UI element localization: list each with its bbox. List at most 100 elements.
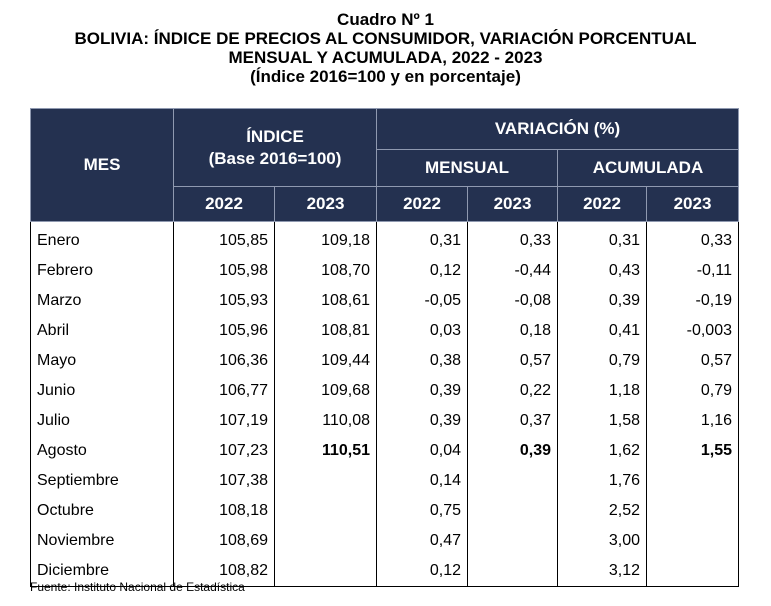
cell-acumulada-2023: 1,55	[646, 436, 739, 466]
cell-acumulada-2022: 3,00	[557, 526, 647, 556]
cell-mes: Enero	[30, 221, 174, 256]
cell-mensual-2022: 0,39	[376, 406, 468, 436]
table-body: Enero 105,85 109,18 0,31 0,33 0,31 0,33 Febrero…	[30, 221, 739, 587]
cell-indice-2023: 110,08	[274, 406, 377, 436]
table-row: Septiembre 107,38 0,14 1,76	[30, 466, 739, 496]
cell-acumulada-2022: 1,18	[557, 376, 647, 406]
cell-acumulada-2022: 0,43	[557, 256, 647, 286]
cpi-table: MES ÍNDICE (Base 2016=100) VARIACIÓN (%)…	[30, 108, 739, 587]
cell-acumulada-2022: 2,52	[557, 496, 647, 526]
header-year-mensual-2022: 2022	[376, 186, 468, 222]
cell-acumulada-2023	[646, 556, 739, 587]
table-row: Agosto 107,23 110,51 0,04 0,39 1,62 1,55	[30, 436, 739, 466]
cell-mensual-2023: -0,44	[467, 256, 558, 286]
header-acumulada: ACUMULADA	[557, 149, 739, 187]
table-header: MES ÍNDICE (Base 2016=100) VARIACIÓN (%)…	[30, 108, 739, 222]
header-indice-base: (Base 2016=100)	[208, 148, 342, 168]
cell-mensual-2023	[467, 466, 558, 496]
cell-mensual-2023	[467, 556, 558, 587]
cell-mensual-2022: 0,38	[376, 346, 468, 376]
cell-mes: Marzo	[30, 286, 174, 316]
header-year-indice-2022: 2022	[173, 186, 275, 222]
cell-indice-2023	[274, 556, 377, 587]
cell-indice-2023: 108,81	[274, 316, 377, 346]
cell-acumulada-2023: 0,33	[646, 221, 739, 256]
cell-indice-2023	[274, 496, 377, 526]
cell-mes: Septiembre	[30, 466, 174, 496]
cell-indice-2022: 106,36	[173, 346, 275, 376]
table-row: Julio 107,19 110,08 0,39 0,37 1,58 1,16	[30, 406, 739, 436]
cell-indice-2023: 109,68	[274, 376, 377, 406]
table-row: Febrero 105,98 108,70 0,12 -0,44 0,43 -0,11	[30, 256, 739, 286]
table-row: Abril 105,96 108,81 0,03 0,18 0,41 -0,003	[30, 316, 739, 346]
cell-acumulada-2022: 1,58	[557, 406, 647, 436]
cell-mensual-2023	[467, 526, 558, 556]
cell-acumulada-2022: 0,31	[557, 221, 647, 256]
cell-indice-2022: 105,85	[173, 221, 275, 256]
table-row: Diciembre 108,82 0,12 3,12	[30, 556, 739, 587]
cell-mensual-2022: 0,31	[376, 221, 468, 256]
cell-mes: Mayo	[30, 346, 174, 376]
cell-mes: Agosto	[30, 436, 174, 466]
cell-mensual-2023: 0,39	[467, 436, 558, 466]
cell-indice-2022: 107,23	[173, 436, 275, 466]
cell-mensual-2022: 0,12	[376, 556, 468, 587]
cell-indice-2023: 108,70	[274, 256, 377, 286]
header-year-acumulada-2022: 2022	[557, 186, 647, 222]
cell-mes: Junio	[30, 376, 174, 406]
cell-mensual-2023: -0,08	[467, 286, 558, 316]
cell-acumulada-2023	[646, 526, 739, 556]
cell-mensual-2023: 0,37	[467, 406, 558, 436]
cell-indice-2022: 108,69	[173, 526, 275, 556]
cell-mensual-2023: 0,18	[467, 316, 558, 346]
cell-mes: Febrero	[30, 256, 174, 286]
header-year-mensual-2023: 2023	[467, 186, 558, 222]
cell-mensual-2022: 0,12	[376, 256, 468, 286]
cell-indice-2022: 105,98	[173, 256, 275, 286]
cell-acumulada-2022: 1,76	[557, 466, 647, 496]
cell-indice-2022: 108,82	[173, 556, 275, 587]
table-title: Cuadro Nº 1 BOLIVIA: ÍNDICE DE PRECIOS A…	[0, 10, 771, 86]
cell-mensual-2022: 0,04	[376, 436, 468, 466]
title-line-4: (Índice 2016=100 y en porcentaje)	[250, 67, 521, 86]
title-line-1: Cuadro Nº 1	[337, 10, 434, 29]
table-row: Enero 105,85 109,18 0,31 0,33 0,31 0,33	[30, 221, 739, 256]
header-indice-title: ÍNDICE	[246, 126, 304, 146]
cell-indice-2022: 107,38	[173, 466, 275, 496]
cell-mensual-2023: 0,33	[467, 221, 558, 256]
header-mes: MES	[30, 108, 174, 222]
cell-acumulada-2023	[646, 496, 739, 526]
cell-mensual-2022: 0,47	[376, 526, 468, 556]
cell-acumulada-2023: 1,16	[646, 406, 739, 436]
cell-acumulada-2023: -0,003	[646, 316, 739, 346]
title-line-2: BOLIVIA: ÍNDICE DE PRECIOS AL CONSUMIDOR…	[74, 29, 697, 48]
title-line-3: MENSUAL Y ACUMULADA, 2022 - 2023	[228, 48, 543, 67]
cell-mensual-2023: 0,57	[467, 346, 558, 376]
cell-indice-2022: 105,93	[173, 286, 275, 316]
cell-mensual-2023: 0,22	[467, 376, 558, 406]
cell-mensual-2022: 0,75	[376, 496, 468, 526]
cell-mensual-2023	[467, 496, 558, 526]
cell-mes: Octubre	[30, 496, 174, 526]
header-year-indice-2023: 2023	[274, 186, 377, 222]
cell-acumulada-2022: 0,39	[557, 286, 647, 316]
cell-acumulada-2023: -0,19	[646, 286, 739, 316]
cell-acumulada-2023	[646, 466, 739, 496]
cell-mes: Diciembre	[30, 556, 174, 587]
cell-indice-2022: 105,96	[173, 316, 275, 346]
cell-indice-2022: 106,77	[173, 376, 275, 406]
cell-mes: Abril	[30, 316, 174, 346]
cell-indice-2023	[274, 466, 377, 496]
cell-mensual-2022: 0,03	[376, 316, 468, 346]
table-row: Mayo 106,36 109,44 0,38 0,57 0,79 0,57	[30, 346, 739, 376]
header-mensual: MENSUAL	[376, 149, 558, 187]
cell-acumulada-2022: 3,12	[557, 556, 647, 587]
cell-acumulada-2022: 0,41	[557, 316, 647, 346]
cell-indice-2023	[274, 526, 377, 556]
cell-acumulada-2022: 1,62	[557, 436, 647, 466]
cell-indice-2023: 109,18	[274, 221, 377, 256]
header-variacion: VARIACIÓN (%)	[376, 108, 739, 150]
cell-indice-2023: 110,51	[274, 436, 377, 466]
table-row: Octubre 108,18 0,75 2,52	[30, 496, 739, 526]
cell-indice-2022: 107,19	[173, 406, 275, 436]
